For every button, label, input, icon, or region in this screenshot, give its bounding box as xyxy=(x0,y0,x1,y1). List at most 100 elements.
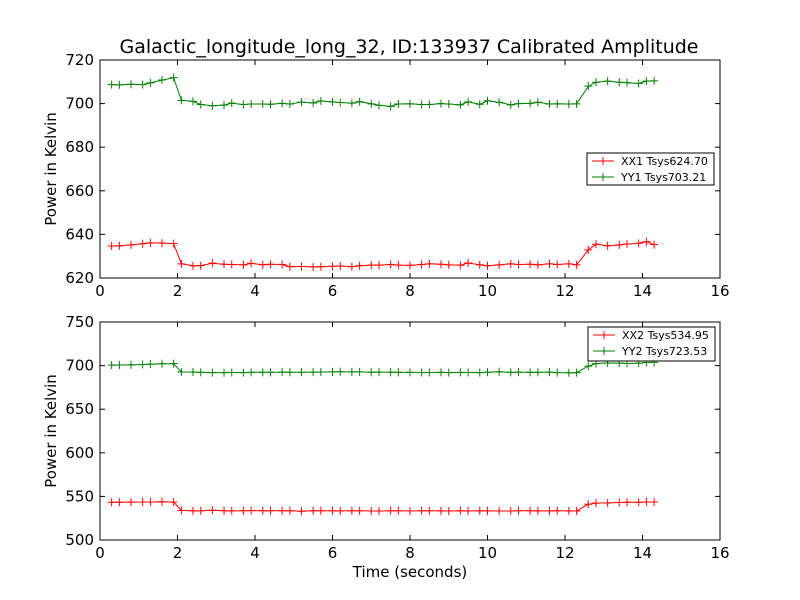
data-point xyxy=(375,368,383,377)
data-point xyxy=(386,506,395,515)
data-point xyxy=(417,260,426,269)
data-point xyxy=(177,367,186,376)
data-point xyxy=(316,96,325,105)
chart-title: Galactic_longitude_long_32, ID:133937 Ca… xyxy=(120,36,699,58)
data-point xyxy=(316,262,325,271)
data-point xyxy=(642,237,651,246)
data-point xyxy=(189,97,197,106)
data-point xyxy=(227,260,236,269)
y-tick-label: 550 xyxy=(65,487,94,505)
data-point xyxy=(266,368,275,377)
y-tick-label: 750 xyxy=(65,313,94,331)
data-point xyxy=(572,506,581,515)
data-point xyxy=(483,261,492,270)
data-point xyxy=(564,506,573,515)
data-point xyxy=(553,506,562,515)
data-point xyxy=(514,260,523,269)
data-point xyxy=(584,245,593,254)
data-point xyxy=(127,498,135,507)
x-tick-label: 0 xyxy=(95,544,105,562)
data-point xyxy=(475,368,484,377)
data-point xyxy=(514,368,523,377)
data-point xyxy=(464,97,473,106)
data-point xyxy=(115,80,124,89)
data-point xyxy=(406,99,414,108)
data-point xyxy=(347,262,356,271)
data-point xyxy=(533,260,542,269)
data-point xyxy=(258,368,267,377)
data-point xyxy=(297,507,306,516)
data-point xyxy=(495,367,504,376)
x-tick-label: 2 xyxy=(173,544,183,562)
data-point xyxy=(584,362,593,371)
data-point xyxy=(107,361,116,370)
data-point xyxy=(146,360,155,369)
data-point xyxy=(650,240,659,249)
data-point xyxy=(239,368,248,377)
data-point xyxy=(247,506,256,515)
data-point xyxy=(355,261,364,270)
data-point xyxy=(425,506,434,515)
data-point xyxy=(592,240,600,249)
data-point xyxy=(336,262,345,271)
data-point xyxy=(495,98,504,107)
data-point xyxy=(417,506,426,515)
data-point xyxy=(189,261,197,270)
legend-label: YY1 Tsys703.21 xyxy=(620,171,706,184)
data-point xyxy=(506,100,515,109)
data-point xyxy=(227,99,236,108)
data-point xyxy=(386,368,395,377)
data-point xyxy=(623,78,631,87)
data-point xyxy=(603,498,612,507)
x-tick-label: 4 xyxy=(250,544,260,562)
y-axis-label: Power in Kelvin xyxy=(42,112,60,226)
data-point xyxy=(247,100,256,109)
data-point xyxy=(127,360,135,369)
legend-label: XX1 Tsys624.70 xyxy=(621,155,708,168)
bottom-plot: 0 2 4 6 8 10 12 14 16 500 550 600 650 700 750 Power in … xyxy=(42,313,730,581)
data-point xyxy=(406,261,414,270)
data-point xyxy=(278,99,287,108)
data-point xyxy=(545,368,554,377)
y-tick-label: 660 xyxy=(65,182,94,200)
data-point xyxy=(177,259,186,268)
x-tick-label: 8 xyxy=(405,544,415,562)
data-point xyxy=(328,262,337,271)
data-point xyxy=(603,77,612,86)
data-point xyxy=(258,100,267,109)
data-point xyxy=(506,368,515,377)
data-point xyxy=(572,260,581,269)
data-point xyxy=(138,497,147,506)
data-point xyxy=(642,497,651,506)
legend-label: YY2 Tsys723.53 xyxy=(621,345,707,358)
data-point xyxy=(285,262,294,271)
data-point xyxy=(634,79,643,88)
data-point xyxy=(355,367,364,376)
x-tick-label: 2 xyxy=(173,282,183,300)
data-point xyxy=(634,239,643,248)
data-point xyxy=(375,506,383,515)
data-point xyxy=(328,97,337,106)
y-tick-label: 620 xyxy=(65,269,94,287)
x-tick-label: 16 xyxy=(710,544,729,562)
data-point xyxy=(615,240,624,249)
data-point xyxy=(425,368,434,377)
data-point xyxy=(239,260,248,269)
data-point xyxy=(564,100,573,109)
data-point xyxy=(208,259,217,268)
data-point xyxy=(367,261,376,270)
data-point xyxy=(297,262,306,271)
data-point xyxy=(107,80,116,89)
data-point xyxy=(526,506,535,515)
data-point xyxy=(266,506,275,515)
legend-box xyxy=(586,152,715,186)
data-point xyxy=(553,99,562,108)
data-point xyxy=(444,260,453,269)
data-point xyxy=(417,368,426,377)
data-point xyxy=(650,497,659,506)
data-point xyxy=(146,78,155,87)
data-point xyxy=(367,506,376,515)
x-tick-label: 12 xyxy=(555,544,574,562)
data-point xyxy=(545,100,554,109)
